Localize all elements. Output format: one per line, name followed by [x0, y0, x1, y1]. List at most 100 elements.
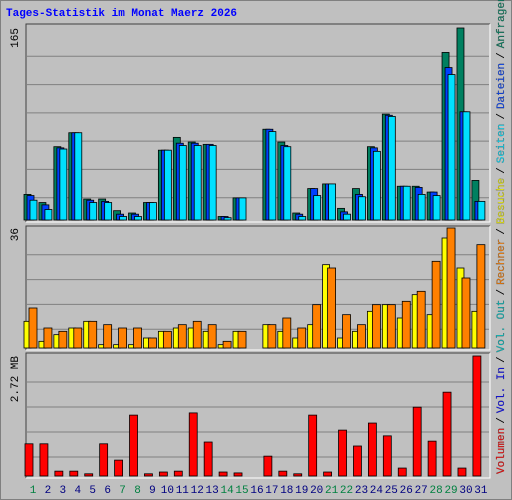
x-tick-label: 2 [45, 485, 52, 497]
bar [432, 195, 441, 221]
bar [367, 422, 377, 477]
bar [173, 470, 183, 477]
x-tick-label: 23 [355, 485, 368, 497]
x-tick-label: 27 [415, 485, 428, 497]
bar [282, 317, 292, 349]
bar [73, 327, 83, 349]
bar [144, 473, 153, 477]
bar [99, 443, 109, 477]
bar [357, 324, 366, 349]
bar [293, 473, 303, 477]
bar [218, 471, 228, 477]
legend-entry: Vol. Out [496, 300, 508, 353]
x-tick-label: 31 [474, 485, 488, 497]
legend-entry: Anfragen [496, 0, 508, 48]
bar [338, 429, 347, 477]
x-tick-label: 12 [191, 485, 204, 497]
bar [59, 148, 68, 221]
x-tick-label: 21 [325, 485, 339, 497]
legend-separator: / [496, 228, 508, 235]
bar [188, 412, 198, 477]
panel-bevel [26, 353, 491, 479]
bar [323, 471, 333, 477]
x-tick-label: 15 [235, 485, 248, 497]
x-tick-label: 13 [206, 485, 219, 497]
x-tick-label: 6 [104, 485, 111, 497]
bar [308, 414, 318, 477]
x-tick-label: 3 [60, 485, 67, 497]
bar [177, 324, 187, 349]
bar [28, 307, 38, 349]
bar [386, 304, 396, 349]
bar [162, 330, 172, 349]
y-tick-label: 2.72 MB [10, 356, 22, 403]
x-tick-label: 22 [340, 485, 353, 497]
panel-bevel [25, 225, 490, 350]
bar [222, 340, 232, 349]
bar [472, 355, 482, 477]
bar [89, 202, 98, 221]
bar [372, 150, 381, 221]
x-tick-label: 16 [250, 485, 263, 497]
panel-bevel [26, 24, 491, 223]
bar [149, 202, 157, 221]
bar [58, 330, 68, 349]
legend-separator: / [496, 289, 508, 296]
bar [358, 196, 366, 221]
bar [69, 470, 79, 477]
bar [103, 324, 113, 349]
bar [442, 391, 452, 477]
bar [462, 111, 471, 221]
bar [148, 337, 157, 349]
legend-entry: Rechner [496, 239, 508, 285]
bar [203, 441, 213, 477]
bar [371, 304, 381, 349]
bar [476, 244, 486, 349]
bar [193, 145, 202, 221]
bar [353, 445, 362, 477]
bar [447, 74, 456, 221]
bar [427, 440, 437, 477]
bar [129, 414, 138, 477]
bar [133, 327, 142, 349]
x-tick-label: 10 [161, 485, 174, 497]
x-tick-label: 24 [370, 485, 384, 497]
bar [134, 216, 142, 221]
bar [54, 470, 64, 477]
y-tick-label: 36 [10, 228, 22, 241]
bar [278, 470, 288, 477]
bar [43, 327, 53, 349]
bar [382, 435, 392, 477]
bar [118, 327, 127, 349]
legend-entry: Vol. In [496, 367, 508, 413]
panel-bevel [25, 23, 490, 222]
legend-separator: / [496, 52, 508, 59]
x-tick-label: 14 [220, 485, 234, 497]
legend-entry: Besuche [496, 178, 508, 224]
bar [44, 209, 53, 221]
x-tick-label: 18 [280, 485, 293, 497]
x-tick-label: 26 [400, 485, 413, 497]
legend-entry: Volumen [496, 428, 508, 474]
bar [342, 314, 351, 349]
bar [238, 197, 247, 221]
legend-separator: / [496, 113, 508, 120]
bar [298, 216, 307, 221]
bar [84, 473, 94, 477]
x-tick-label: 7 [119, 485, 126, 497]
legend-separator: / [496, 167, 508, 174]
bar [477, 200, 486, 221]
panel-bevel [26, 226, 491, 351]
x-tick-label: 11 [176, 485, 190, 497]
y-tick-label: 165 [10, 28, 22, 48]
bar [207, 324, 217, 349]
bar [283, 146, 292, 221]
bar [313, 195, 322, 221]
bar [24, 443, 34, 477]
bar [446, 227, 456, 349]
bar [457, 467, 467, 477]
bar [163, 149, 172, 221]
bar [297, 327, 307, 349]
bar [88, 320, 98, 349]
